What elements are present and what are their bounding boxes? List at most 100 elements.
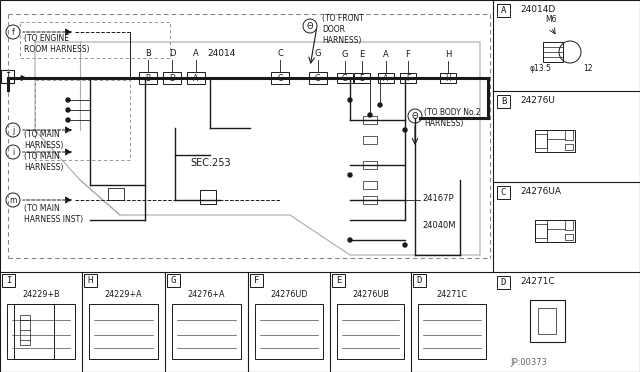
Bar: [200, 190, 216, 204]
Text: 24276U: 24276U: [520, 96, 555, 105]
Text: 24014: 24014: [207, 49, 236, 58]
Text: H: H: [445, 50, 451, 59]
Circle shape: [403, 243, 407, 247]
Bar: [89, 304, 158, 359]
Text: j: j: [12, 125, 14, 135]
Text: D: D: [501, 278, 506, 287]
Bar: [337, 304, 404, 359]
Text: G: G: [315, 74, 321, 83]
Bar: [565, 220, 573, 230]
Text: 24229+B: 24229+B: [22, 290, 60, 299]
Text: B: B: [501, 97, 506, 106]
Bar: [1, 70, 14, 83]
Bar: [20, 315, 30, 345]
Text: E: E: [360, 74, 364, 83]
Circle shape: [66, 118, 70, 122]
Bar: [400, 73, 416, 83]
Bar: [538, 308, 556, 334]
Text: C: C: [277, 74, 283, 83]
Text: (TO FRONT
DOOR
HARNESS): (TO FRONT DOOR HARNESS): [322, 14, 364, 45]
Circle shape: [66, 108, 70, 112]
Text: 24276UD: 24276UD: [270, 290, 308, 299]
Text: C: C: [501, 188, 506, 197]
Bar: [363, 136, 377, 144]
Bar: [378, 73, 394, 83]
Text: f: f: [12, 28, 14, 36]
Text: D: D: [169, 49, 175, 58]
Text: 12: 12: [583, 64, 593, 73]
Bar: [497, 95, 510, 108]
Bar: [354, 73, 370, 83]
Circle shape: [403, 128, 407, 132]
Bar: [7, 304, 75, 359]
Text: B: B: [145, 49, 151, 58]
Text: 24276UB: 24276UB: [352, 290, 389, 299]
Bar: [565, 234, 573, 240]
Text: (TO MAIN
HARNESS): (TO MAIN HARNESS): [24, 152, 63, 172]
Text: E: E: [336, 276, 341, 285]
Text: H: H: [88, 276, 93, 285]
Bar: [497, 186, 510, 199]
Bar: [84, 274, 97, 287]
Text: m: m: [10, 196, 17, 205]
Text: H: H: [445, 74, 451, 83]
Text: B: B: [145, 74, 150, 83]
Bar: [530, 300, 565, 342]
Text: (TO MAIN
HARNESS INST): (TO MAIN HARNESS INST): [24, 204, 83, 224]
Text: (TO BODY No.2
HARNESS): (TO BODY No.2 HARNESS): [424, 108, 481, 128]
Bar: [271, 72, 289, 84]
Bar: [309, 72, 327, 84]
Bar: [565, 130, 573, 140]
Text: SEC.253: SEC.253: [190, 158, 230, 168]
Circle shape: [348, 238, 352, 242]
Text: JP:00373: JP:00373: [510, 358, 547, 367]
Bar: [337, 73, 353, 83]
Text: G: G: [342, 74, 348, 83]
Text: A: A: [193, 74, 198, 83]
Text: 24040M: 24040M: [422, 221, 456, 230]
Text: i: i: [12, 148, 14, 157]
Text: A: A: [193, 49, 199, 58]
Text: 24167P: 24167P: [422, 193, 454, 202]
Bar: [167, 274, 180, 287]
Text: (TO ENGINE
ROOM HARNESS): (TO ENGINE ROOM HARNESS): [24, 34, 90, 54]
Text: E: E: [360, 50, 365, 59]
Bar: [440, 73, 456, 83]
Bar: [14, 304, 54, 359]
Text: 24229+A: 24229+A: [105, 290, 142, 299]
Bar: [108, 188, 124, 200]
Circle shape: [66, 98, 70, 102]
Text: A: A: [383, 50, 389, 59]
Bar: [497, 4, 510, 17]
Text: 24271C: 24271C: [436, 290, 467, 299]
Bar: [565, 144, 573, 150]
Bar: [2, 274, 15, 287]
Text: 24014D: 24014D: [520, 5, 556, 14]
Bar: [413, 274, 426, 287]
Bar: [543, 42, 563, 62]
Text: M6: M6: [545, 15, 557, 24]
Bar: [172, 304, 241, 359]
Text: G: G: [342, 50, 348, 59]
Bar: [363, 116, 377, 124]
Bar: [497, 276, 510, 289]
Bar: [535, 130, 575, 152]
Text: Θ: Θ: [307, 22, 314, 31]
Text: G: G: [171, 276, 176, 285]
Bar: [255, 304, 323, 359]
Bar: [363, 161, 377, 169]
Text: Θ: Θ: [412, 112, 419, 121]
Text: D: D: [417, 276, 422, 285]
Bar: [363, 181, 377, 189]
Text: 24271C: 24271C: [520, 277, 555, 286]
Text: C: C: [277, 49, 283, 58]
Circle shape: [348, 173, 352, 177]
Bar: [163, 72, 181, 84]
Text: φ13.5: φ13.5: [530, 64, 552, 73]
Bar: [187, 72, 205, 84]
Text: D: D: [169, 74, 175, 83]
Bar: [418, 304, 486, 359]
Bar: [363, 196, 377, 204]
Text: I: I: [5, 72, 10, 81]
Text: F: F: [406, 50, 410, 59]
